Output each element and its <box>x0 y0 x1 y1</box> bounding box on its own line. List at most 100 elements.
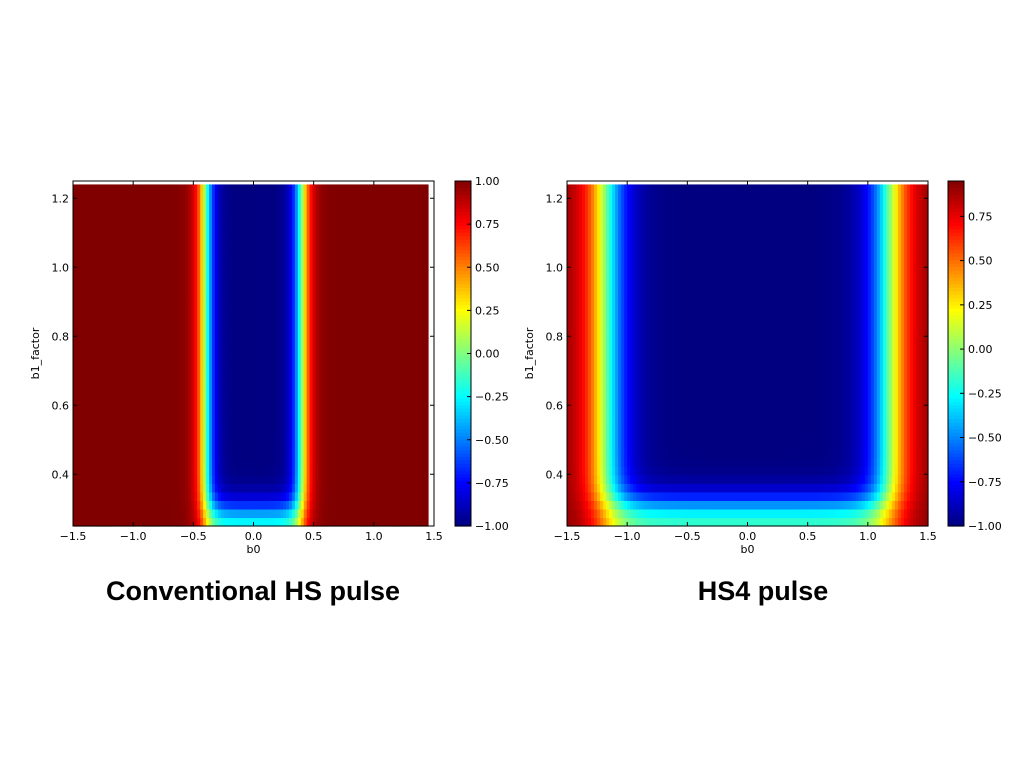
heatmap-cell <box>306 201 311 211</box>
heatmap-cell <box>241 295 246 305</box>
heatmap-cell <box>223 261 228 271</box>
heatmap-cell <box>410 346 414 356</box>
heatmap-cell <box>117 329 121 339</box>
heatmap-cell <box>265 380 269 390</box>
heatmap-cell <box>312 389 317 399</box>
heatmap-cell <box>336 483 340 493</box>
heatmap-cell <box>291 466 296 476</box>
heatmap-cell <box>354 474 358 484</box>
heatmap-cell <box>407 415 411 425</box>
heatmap-cell <box>144 244 148 254</box>
heatmap-cell <box>152 500 157 510</box>
heatmap-cell <box>395 517 399 527</box>
heatmap-cell <box>90 312 95 322</box>
heatmap-cell <box>404 491 408 501</box>
heatmap-cell <box>114 500 118 510</box>
heatmap-cell <box>327 227 331 237</box>
heatmap-cell <box>354 389 358 399</box>
heatmap-cell <box>138 389 142 399</box>
heatmap-cell <box>75 278 80 288</box>
heatmap-cell <box>377 235 382 245</box>
heatmap-cell <box>232 406 237 416</box>
heatmap-cell <box>194 432 198 442</box>
heatmap-cell <box>567 380 571 390</box>
heatmap-cell <box>374 286 379 297</box>
heatmap-cell <box>303 218 308 228</box>
heatmap-cell <box>383 235 388 245</box>
heatmap-cell <box>102 346 107 356</box>
heatmap-cell <box>271 278 275 288</box>
heatmap-cell <box>374 389 379 399</box>
heatmap-cell <box>75 483 80 493</box>
heatmap-cell <box>164 218 169 228</box>
heatmap-cell <box>262 252 266 262</box>
heatmap-cell <box>359 406 364 416</box>
heatmap-cell <box>238 321 243 331</box>
heatmap-cell <box>386 406 391 416</box>
heatmap-cell <box>123 474 127 484</box>
heatmap-cell <box>123 423 127 433</box>
heatmap-cell <box>114 432 118 442</box>
heatmap-cell <box>354 500 358 510</box>
heatmap-cell <box>235 508 240 519</box>
heatmap-cell <box>226 210 231 220</box>
heatmap-cell <box>229 415 234 425</box>
heatmap-cell <box>380 321 385 331</box>
heatmap-cell <box>345 474 349 484</box>
heatmap-cell <box>312 500 317 510</box>
heatmap-cell <box>315 372 320 382</box>
heatmap-cell <box>413 483 417 493</box>
heatmap-cell <box>226 449 231 459</box>
heatmap-cell <box>425 389 429 399</box>
heatmap-cell <box>217 346 222 356</box>
heatmap-cell <box>220 218 225 228</box>
heatmap-cell <box>161 244 166 254</box>
heatmap-cell <box>265 423 269 433</box>
heatmap-cell <box>247 363 252 373</box>
heatmap-cell <box>306 372 311 382</box>
heatmap-cell <box>567 269 571 279</box>
heatmap-cell <box>152 346 157 356</box>
heatmap-cell <box>351 235 355 245</box>
heatmap-cell <box>312 517 317 527</box>
heatmap-cell <box>303 303 308 314</box>
heatmap-cell <box>303 355 308 365</box>
heatmap-cell <box>327 372 331 382</box>
heatmap-cell <box>330 491 334 501</box>
heatmap-cell <box>407 355 411 365</box>
heatmap-cell <box>294 227 299 237</box>
heatmap-cell <box>386 483 391 493</box>
heatmap-cell <box>371 235 376 245</box>
heatmap-cell <box>380 303 385 314</box>
heatmap-cell <box>241 466 246 476</box>
heatmap-cell <box>288 244 293 254</box>
heatmap-cell <box>416 286 420 297</box>
heatmap-cell <box>312 363 317 373</box>
heatmap-cell <box>209 210 213 220</box>
heatmap-cell <box>330 184 334 194</box>
heatmap-cell <box>138 295 142 305</box>
heatmap-cell <box>368 269 373 279</box>
heatmap-cell <box>191 440 195 450</box>
heatmap-cell <box>126 466 130 476</box>
heatmap-cell <box>567 286 571 297</box>
heatmap-cell <box>315 321 320 331</box>
heatmap-cell <box>170 466 175 476</box>
heatmap-cell <box>330 227 334 237</box>
heatmap-cell <box>265 338 269 348</box>
heatmap-cell <box>117 261 121 271</box>
heatmap-cell <box>404 474 408 484</box>
heatmap-cell <box>268 184 272 194</box>
heatmap-cell <box>212 474 216 484</box>
heatmap-cell <box>422 474 426 484</box>
heatmap-cell <box>419 227 423 237</box>
heatmap-cell <box>351 346 355 356</box>
heatmap-cell <box>191 355 195 365</box>
heatmap-cell <box>395 227 399 237</box>
heatmap-cell <box>425 329 429 339</box>
heatmap-cell <box>96 508 101 519</box>
heatmap-cell <box>274 252 278 262</box>
heatmap-cell <box>380 278 385 288</box>
heatmap-cell <box>161 346 166 356</box>
heatmap-cell <box>283 218 287 228</box>
